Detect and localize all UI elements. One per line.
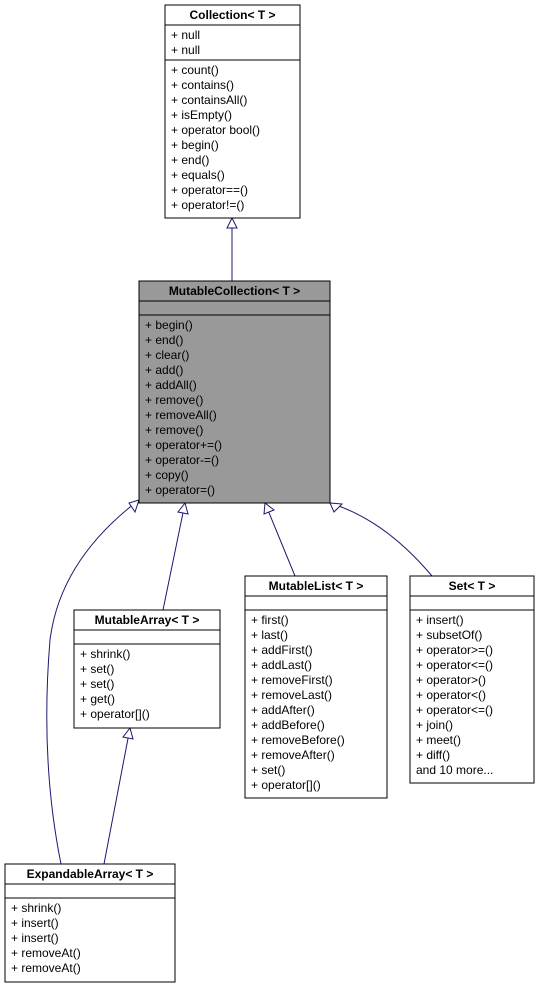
class-title: Set< T > <box>449 579 496 593</box>
class-method: + contains() <box>171 78 234 92</box>
edge-set-mutableCollection <box>330 503 432 576</box>
class-method: + containsAll() <box>171 93 247 107</box>
class-method: + remove() <box>145 423 203 437</box>
edge-mutableArray-mutableCollection <box>163 503 188 610</box>
class-method: + operator[]() <box>80 707 150 721</box>
class-mutableCollection: MutableCollection< T >+ begin()+ end()+ … <box>139 281 330 503</box>
class-method: + subsetOf() <box>416 628 482 642</box>
class-method: + removeAt() <box>11 946 81 960</box>
class-method: + isEmpty() <box>171 108 232 122</box>
class-method: + join() <box>416 718 453 732</box>
class-method: + get() <box>80 692 115 706</box>
class-mutableArray: MutableArray< T >+ shrink()+ set()+ set(… <box>74 610 220 728</box>
class-method: + insert() <box>416 613 464 627</box>
class-method: + operator-=() <box>145 453 219 467</box>
class-method: + count() <box>171 63 219 77</box>
class-title: ExpandableArray< T > <box>27 867 154 881</box>
class-method: + removeAfter() <box>251 748 335 762</box>
class-method: + add() <box>145 363 183 377</box>
edge-mutableList-mutableCollection <box>264 503 295 576</box>
class-method: + removeFirst() <box>251 673 333 687</box>
class-method: + addAfter() <box>251 703 315 717</box>
class-method: + removeLast() <box>251 688 332 702</box>
class-method: + shrink() <box>11 901 61 915</box>
class-method: + operator<=() <box>416 703 493 717</box>
class-collection: Collection< T >+ null+ null+ count()+ co… <box>165 5 300 218</box>
class-title: MutableArray< T > <box>95 613 200 627</box>
class-method: + removeAll() <box>145 408 217 422</box>
class-method: + meet() <box>416 733 461 747</box>
class-method: + removeBefore() <box>251 733 345 747</box>
class-method: + last() <box>251 628 288 642</box>
class-method: + first() <box>251 613 289 627</box>
class-method: + equals() <box>171 168 225 182</box>
class-method: + copy() <box>145 468 189 482</box>
class-method: + set() <box>251 763 285 777</box>
edge-mutableCollection-collection <box>227 218 237 281</box>
class-method: + operator<=() <box>416 658 493 672</box>
class-method: + removeAt() <box>11 961 81 975</box>
class-method: + operator>=() <box>416 643 493 657</box>
edge-expandableArray-mutableArray <box>104 728 133 864</box>
class-method: + addLast() <box>251 658 312 672</box>
class-title: MutableCollection< T > <box>169 284 300 298</box>
class-method: + set() <box>80 662 114 676</box>
class-method: + addFirst() <box>251 643 313 657</box>
class-title: MutableList< T > <box>269 579 364 593</box>
class-method: + operator=() <box>145 483 215 497</box>
class-method: and 10 more... <box>416 763 493 777</box>
class-set: Set< T >+ insert()+ subsetOf()+ operator… <box>410 576 534 783</box>
class-method: + insert() <box>11 931 59 945</box>
class-method: + operator!=() <box>171 198 244 212</box>
class-method: + remove() <box>145 393 203 407</box>
class-attr: + null <box>171 43 200 57</box>
class-method: + operator+=() <box>145 438 222 452</box>
class-method: + begin() <box>145 318 193 332</box>
class-attr: + null <box>171 28 200 42</box>
class-method: + addAll() <box>145 378 197 392</box>
class-method: + begin() <box>171 138 219 152</box>
class-method: + operator==() <box>171 183 248 197</box>
class-method: + end() <box>145 333 183 347</box>
class-method: + diff() <box>416 748 450 762</box>
class-mutableList: MutableList< T > + first()+ last()+ addFi… <box>245 576 387 798</box>
class-method: + set() <box>80 677 114 691</box>
class-method: + operator bool() <box>171 123 260 137</box>
class-method: + shrink() <box>80 647 130 661</box>
class-method: + operator[]() <box>251 778 321 792</box>
class-method: + insert() <box>11 916 59 930</box>
class-method: + operator<() <box>416 688 486 702</box>
class-method: + end() <box>171 153 209 167</box>
class-expandableArray: ExpandableArray< T >+ shrink()+ insert()… <box>5 864 175 982</box>
class-method: + operator>() <box>416 673 486 687</box>
class-method: + addBefore() <box>251 718 325 732</box>
class-method: + clear() <box>145 348 189 362</box>
class-title: Collection< T > <box>189 8 275 22</box>
